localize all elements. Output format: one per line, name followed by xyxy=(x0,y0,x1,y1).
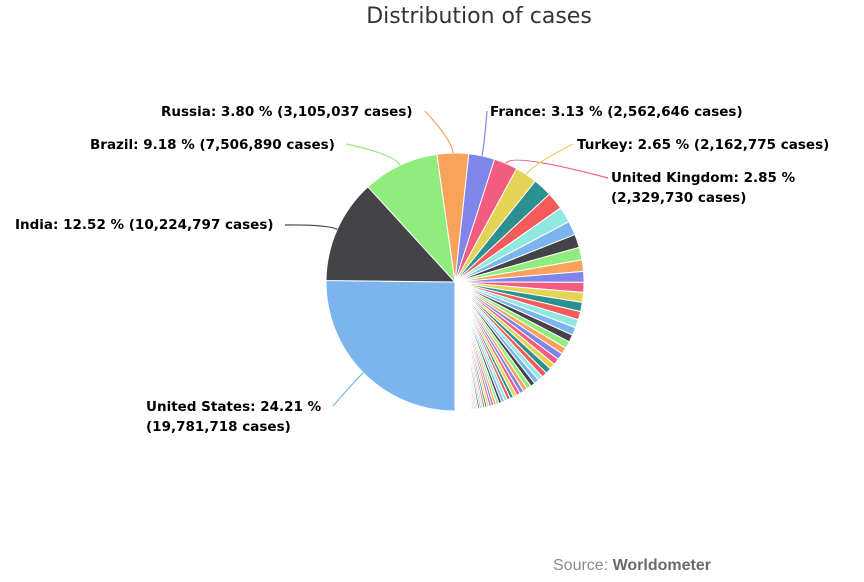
connector-5 xyxy=(505,159,609,179)
source-prefix: Source: xyxy=(553,557,613,574)
chart-title: Distribution of cases xyxy=(366,4,592,29)
connector-0 xyxy=(332,372,364,407)
slice-label-russia: Russia: 3.80 % (3,105,037 cases) xyxy=(161,104,413,120)
slice-label-united-kingdom: United Kingdom: 2.85 % (2,329,730 cases) xyxy=(611,170,796,206)
slice-label-turkey: Turkey: 2.65 % (2,162,775 cases) xyxy=(577,137,830,153)
connector-1 xyxy=(284,224,338,230)
slice-label-united-states: United States: 24.21 % (19,781,718 cases… xyxy=(146,399,322,435)
slice-label-india: India: 12.52 % (10,224,797 cases) xyxy=(15,217,274,233)
connector-3 xyxy=(424,110,454,154)
connector-2 xyxy=(345,143,401,166)
slice-label-brazil: Brazil: 9.18 % (7,506,890 cases) xyxy=(90,137,335,153)
connector-6 xyxy=(525,143,574,175)
source-name: Worldometer xyxy=(612,557,711,574)
source-credit: Source: Worldometer xyxy=(553,557,711,575)
connector-4 xyxy=(481,110,488,156)
slice-label-france: France: 3.13 % (2,562,646 cases) xyxy=(490,104,743,120)
pie-slice-2[interactable] xyxy=(367,153,456,284)
pie-slices xyxy=(325,152,585,412)
label-connectors xyxy=(284,110,609,407)
